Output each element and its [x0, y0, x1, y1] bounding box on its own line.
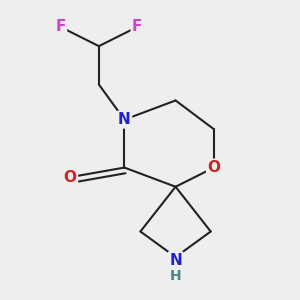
- Text: O: O: [207, 160, 220, 175]
- Text: N: N: [118, 112, 131, 127]
- Text: F: F: [132, 20, 142, 34]
- Text: O: O: [64, 170, 76, 185]
- Text: F: F: [55, 20, 66, 34]
- Text: N: N: [169, 253, 182, 268]
- Text: H: H: [170, 269, 182, 283]
